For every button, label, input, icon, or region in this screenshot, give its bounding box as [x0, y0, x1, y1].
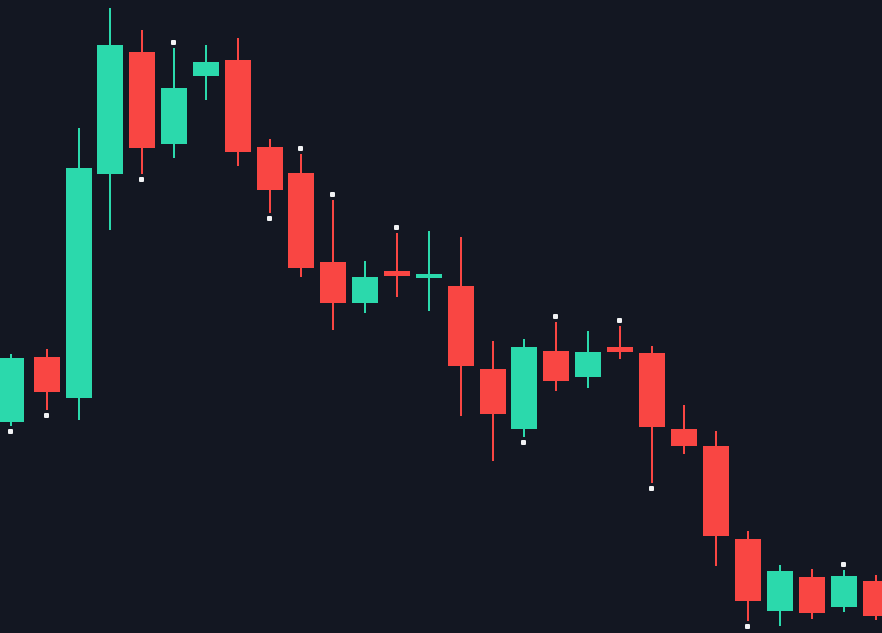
- up-wick: [205, 45, 207, 100]
- down-candle-body: [703, 446, 729, 536]
- down-wick: [396, 233, 398, 297]
- up-candle-body: [97, 45, 123, 174]
- down-candle-body: [384, 271, 410, 276]
- pivot-low-marker: [267, 216, 272, 221]
- down-wick: [875, 575, 877, 620]
- pivot-low-marker: [649, 486, 654, 491]
- up-wick: [10, 354, 12, 426]
- up-candle-body: [416, 274, 442, 278]
- down-wick: [555, 322, 557, 391]
- down-wick: [492, 341, 494, 461]
- down-wick: [651, 346, 653, 483]
- down-wick: [619, 326, 621, 359]
- down-candle-body: [735, 539, 761, 601]
- down-candle-body: [543, 351, 569, 381]
- up-wick: [364, 261, 366, 313]
- up-wick: [587, 331, 589, 388]
- pivot-low-marker: [44, 413, 49, 418]
- down-candle-body: [863, 581, 882, 616]
- down-wick: [715, 431, 717, 566]
- up-candle-body: [831, 576, 857, 607]
- up-candle-body: [352, 277, 378, 303]
- up-candle-body: [0, 358, 24, 422]
- up-wick: [779, 565, 781, 626]
- up-wick: [78, 128, 80, 420]
- up-candle-body: [575, 352, 601, 377]
- up-candle-body: [193, 62, 219, 76]
- down-wick: [269, 139, 271, 213]
- down-wick: [747, 531, 749, 621]
- down-candle-body: [671, 429, 697, 446]
- down-candle-body: [639, 353, 665, 427]
- down-candle-body: [320, 262, 346, 303]
- up-wick: [109, 8, 111, 230]
- pivot-high-marker: [841, 562, 846, 567]
- down-candle-body: [129, 52, 155, 148]
- pivot-low-marker: [521, 440, 526, 445]
- down-wick: [237, 38, 239, 166]
- up-candle-body: [66, 168, 92, 398]
- down-candle-body: [225, 60, 251, 152]
- down-wick: [141, 30, 143, 174]
- up-wick: [523, 339, 525, 437]
- down-candle-body: [799, 577, 825, 613]
- pivot-high-marker: [394, 225, 399, 230]
- pivot-low-marker: [139, 177, 144, 182]
- pivot-high-marker: [298, 146, 303, 151]
- down-wick: [332, 200, 334, 330]
- down-candle-body: [288, 173, 314, 268]
- down-candle-body: [607, 347, 633, 352]
- up-candle-body: [161, 88, 187, 144]
- down-wick: [683, 405, 685, 454]
- down-wick: [460, 237, 462, 416]
- down-candle-body: [448, 286, 474, 366]
- down-candle-body: [257, 147, 283, 190]
- pivot-low-marker: [8, 429, 13, 434]
- up-wick: [173, 48, 175, 158]
- pivot-high-marker: [617, 318, 622, 323]
- up-candle-body: [511, 347, 537, 429]
- down-wick: [46, 349, 48, 410]
- down-candle-body: [480, 369, 506, 414]
- pivot-low-marker: [745, 624, 750, 629]
- up-wick: [428, 231, 430, 311]
- up-candle-body: [767, 571, 793, 611]
- pivot-high-marker: [553, 314, 558, 319]
- up-wick: [843, 570, 845, 612]
- down-wick: [811, 569, 813, 619]
- pivot-high-marker: [171, 40, 176, 45]
- down-wick: [300, 154, 302, 277]
- pivot-high-marker: [330, 192, 335, 197]
- down-candle-body: [34, 357, 60, 392]
